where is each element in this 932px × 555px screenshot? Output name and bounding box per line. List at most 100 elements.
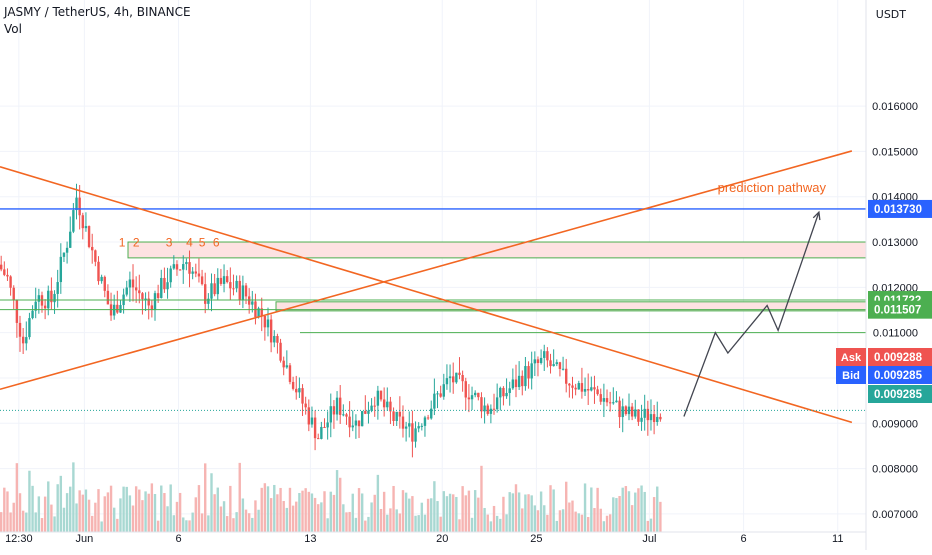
volume-bar (273, 484, 276, 532)
candle-body (304, 403, 307, 408)
volume-bar (31, 485, 34, 532)
candle-body (141, 293, 144, 300)
candle-body (81, 215, 84, 229)
candle-body (222, 276, 226, 284)
candle-body (593, 387, 596, 390)
candle-body (150, 305, 154, 311)
candle-body (382, 399, 386, 408)
candle-body (21, 336, 25, 344)
volume-bar (408, 498, 411, 532)
candle-body (649, 414, 653, 421)
price-tick-label: 0.009000 (872, 418, 918, 430)
price-tick-label: 0.011000 (873, 328, 918, 340)
time-tick-label: 6 (741, 533, 747, 545)
volume-bar (40, 518, 44, 532)
candle-body (6, 274, 9, 277)
candle-body (442, 384, 445, 397)
price-label-badge (868, 366, 932, 384)
volume-bar (599, 508, 602, 532)
volume-bar (382, 491, 386, 532)
candle-body (640, 417, 643, 422)
volume-bar (194, 497, 198, 532)
volume-bar (12, 502, 15, 532)
volume-bar (131, 505, 135, 532)
price-tick-label: 0.015000 (872, 146, 918, 158)
volume-bar (527, 494, 530, 532)
candle-body (342, 414, 345, 416)
candle-body (153, 293, 157, 311)
candle-body (191, 271, 194, 274)
candle-body (100, 276, 103, 282)
candle-body (207, 298, 210, 304)
candle-body (15, 300, 19, 323)
volume-bar (436, 501, 439, 532)
volume-bar (47, 481, 50, 532)
volume-bar (546, 514, 549, 532)
candle-body (273, 336, 276, 343)
volume-bar (269, 498, 273, 532)
candle-body (91, 246, 94, 251)
candle-body (18, 322, 22, 337)
candle-body (257, 308, 260, 318)
volume-bar (458, 519, 461, 532)
volume-bar (367, 516, 370, 532)
volume-bar (445, 496, 449, 532)
candle-body (514, 379, 518, 388)
volume-bar (455, 496, 458, 532)
volume-bar (439, 516, 442, 532)
candle-body (28, 318, 31, 338)
candle-body (455, 372, 458, 383)
volume-bar (580, 514, 584, 532)
time-tick-label: 13 (304, 533, 316, 545)
candle-body (244, 285, 248, 297)
volume-bar (577, 513, 580, 532)
volume-bar (241, 498, 245, 532)
candle-body (489, 408, 493, 414)
candle-body (232, 288, 235, 290)
time-tick-label: 6 (175, 533, 181, 545)
candle-body (0, 264, 3, 270)
prediction-annotation: prediction pathway (718, 180, 827, 195)
candle-body (50, 290, 53, 303)
volume-bar (254, 500, 257, 532)
candle-body (351, 425, 354, 428)
price-label-text: 0.013730 (874, 204, 922, 216)
candle-body (656, 416, 659, 423)
candle-body (430, 408, 433, 419)
candle-body (521, 375, 524, 387)
time-tick-label: Jun (75, 533, 93, 545)
candle-body (477, 392, 480, 398)
candle-body (395, 411, 398, 422)
volume-bar (43, 496, 47, 532)
candle-body (235, 280, 238, 289)
candle-body (386, 401, 389, 408)
volume-bar (404, 492, 408, 532)
candle-body (486, 405, 489, 414)
volume-bar (59, 475, 63, 532)
candle-body (175, 264, 179, 270)
volume-bar (530, 495, 533, 532)
candle-body (364, 411, 367, 414)
candle-body (34, 301, 37, 311)
volume-bar (298, 493, 301, 532)
candle-body (182, 264, 185, 270)
candle-body (452, 376, 455, 383)
volume-bar (6, 491, 9, 532)
candle-body (9, 276, 12, 288)
volume-bar (125, 486, 128, 532)
candle-body (317, 438, 320, 440)
volume-bar (160, 485, 163, 532)
prediction-arrowhead (812, 210, 821, 221)
candle-body (608, 402, 612, 404)
candle-body (470, 395, 474, 400)
candle-body (618, 400, 621, 418)
candle-body (571, 385, 574, 388)
candle-body (445, 378, 449, 385)
volume-bar (172, 515, 176, 532)
candle-body (43, 305, 47, 309)
candle-body (216, 277, 219, 295)
candle-body (517, 375, 521, 388)
candle-body (128, 279, 132, 288)
